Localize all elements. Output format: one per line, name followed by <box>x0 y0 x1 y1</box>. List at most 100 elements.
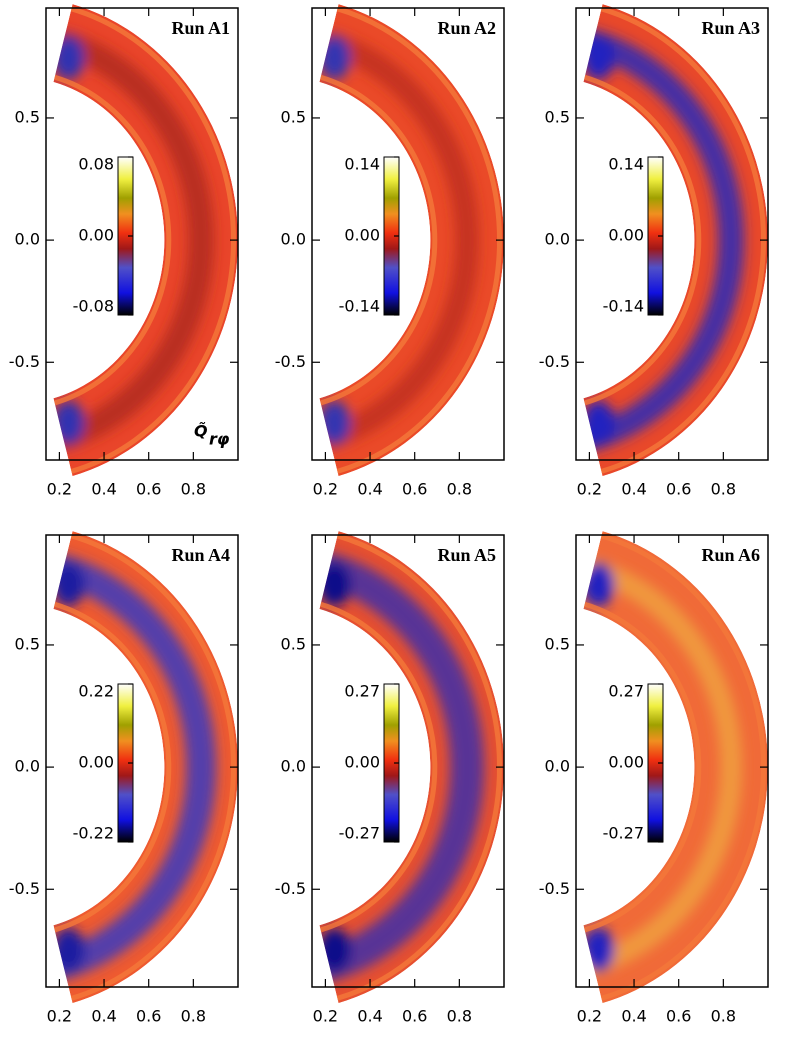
band <box>583 554 743 980</box>
y-tick-label: 0.0 <box>281 230 306 249</box>
colorbar-label: 0.27 <box>608 682 644 701</box>
y-tick-label: 0.5 <box>545 107 570 126</box>
x-tick-label: 0.8 <box>711 480 736 499</box>
field <box>583 531 768 1004</box>
x-tick-label: 0.4 <box>91 1007 116 1026</box>
x-tick-label: 0.2 <box>577 1007 602 1026</box>
frame <box>45 534 239 988</box>
panel: Run A5 0.2 0.4 0.6 0.8 -0.5 0.0 0.5 -0.27 0.00 0.2… <box>275 531 505 1026</box>
pole-patch <box>53 400 85 445</box>
colorbar-label: -0.22 <box>73 824 114 843</box>
y-tick-label: 0.5 <box>15 634 40 653</box>
colorbar-label: 0.00 <box>78 753 114 772</box>
frame <box>311 534 505 988</box>
pole-patch <box>53 35 85 80</box>
panel-title: Run A6 <box>701 545 760 565</box>
colorbar-label: -0.14 <box>603 297 644 316</box>
field-texture <box>319 549 485 986</box>
colorbar-label: 0.22 <box>78 682 114 701</box>
edge-layer <box>53 74 172 406</box>
colorbar-label: 0.00 <box>344 753 380 772</box>
field <box>53 531 239 1004</box>
panel-title: Run A5 <box>437 545 496 565</box>
x-tick-label: 0.6 <box>136 1007 161 1026</box>
frame <box>45 7 239 461</box>
x-tick-label: 0.6 <box>402 1007 427 1026</box>
colorbar-label: -0.27 <box>603 824 644 843</box>
colorbar-label: 0.00 <box>608 753 644 772</box>
x-tick-label: 0.2 <box>313 1007 338 1026</box>
panel-title: Run A1 <box>171 18 230 38</box>
frame <box>311 7 505 461</box>
edge-layer <box>583 74 702 406</box>
colorbar-label: 0.08 <box>78 155 114 174</box>
colorbar-label: 0.14 <box>608 155 644 174</box>
band <box>53 25 215 455</box>
y-tick-label: 0.0 <box>545 757 570 776</box>
y-tick-label: 0.5 <box>281 634 306 653</box>
panel-title: Run A2 <box>437 18 496 38</box>
panel-title: Run A3 <box>701 18 760 38</box>
y-tick-label: 0.0 <box>281 757 306 776</box>
shell <box>319 4 504 477</box>
pole-patch <box>319 400 351 445</box>
y-tick-label: 0.5 <box>281 107 306 126</box>
x-tick-label: 0.4 <box>357 1007 382 1026</box>
x-tick-label: 0.4 <box>91 480 116 499</box>
pole-patch <box>319 562 351 607</box>
x-tick-label: 0.8 <box>181 480 206 499</box>
x-tick-label: 0.8 <box>181 1007 206 1026</box>
panel: Run A1 0.2 0.4 0.6 0.8 -0.5 0.0 0.5 -0.08 0.00 0.0… <box>9 4 239 499</box>
field-texture <box>53 550 217 984</box>
shell <box>583 531 768 1004</box>
edge-layer <box>583 601 702 933</box>
x-tick-label: 0.6 <box>666 1007 691 1026</box>
x-tick-label: 0.6 <box>402 480 427 499</box>
shell <box>583 4 768 477</box>
x-tick-label: 0.8 <box>447 480 472 499</box>
panel: Run A6 0.2 0.4 0.6 0.8 -0.5 0.0 0.5 -0.27 0.00 0.2… <box>539 531 769 1026</box>
pole-patch <box>583 562 615 607</box>
pole-patch <box>53 927 85 972</box>
field <box>319 531 504 1004</box>
field <box>319 4 504 477</box>
colorbar-label: 0.00 <box>344 226 380 245</box>
panel-title: Run A4 <box>171 545 230 565</box>
annotation-symbol: Q̃ <box>194 422 208 441</box>
y-tick-label: -0.5 <box>275 352 306 371</box>
pole-patch <box>319 927 351 972</box>
band <box>53 550 217 984</box>
y-tick-label: 0.0 <box>15 230 40 249</box>
colorbar-label: 0.00 <box>608 226 644 245</box>
x-tick-label: 0.2 <box>47 1007 72 1026</box>
pole-patch <box>583 400 615 445</box>
x-tick-label: 0.4 <box>357 480 382 499</box>
field <box>53 4 238 477</box>
y-tick-label: 0.5 <box>15 107 40 126</box>
panel: Run A2 0.2 0.4 0.6 0.8 -0.5 0.0 0.5 -0.14 0.00 0.1… <box>275 4 505 499</box>
x-tick-label: 0.8 <box>447 1007 472 1026</box>
y-tick-label: -0.5 <box>9 352 40 371</box>
x-tick-label: 0.4 <box>621 1007 646 1026</box>
x-tick-label: 0.8 <box>711 1007 736 1026</box>
shell <box>319 531 504 1004</box>
pole-patch <box>583 35 615 80</box>
colorbar-label: 0.14 <box>344 155 380 174</box>
colorbar-label: -0.14 <box>339 297 380 316</box>
pole-patch <box>319 35 351 80</box>
edge-layer <box>319 601 438 933</box>
y-tick-label: -0.5 <box>275 879 306 898</box>
colorbar-label: -0.08 <box>73 297 114 316</box>
panel: Run A3 0.2 0.4 0.6 0.8 -0.5 0.0 0.5 -0.14 0.00 0.1… <box>539 4 769 499</box>
pole-patch <box>583 927 615 972</box>
colorbar-label: 0.00 <box>78 226 114 245</box>
pole-patch <box>53 562 85 607</box>
band <box>583 25 745 455</box>
colorbar-label: 0.27 <box>344 682 380 701</box>
x-tick-label: 0.2 <box>313 480 338 499</box>
edge-layer <box>53 601 172 933</box>
x-tick-label: 0.2 <box>47 480 72 499</box>
y-tick-label: 0.0 <box>15 757 40 776</box>
frame <box>575 7 769 461</box>
